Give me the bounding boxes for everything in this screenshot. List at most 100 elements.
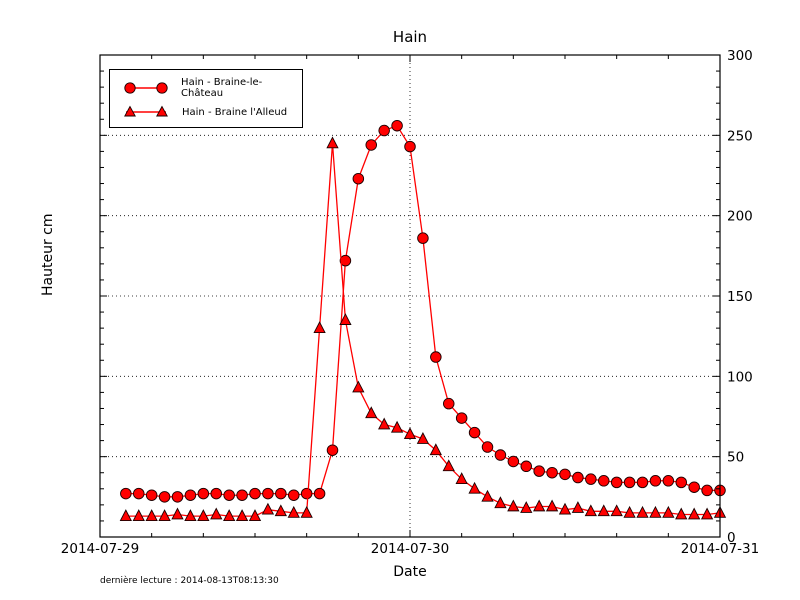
data-point-circle [288, 489, 300, 501]
data-point-triangle [675, 507, 688, 520]
data-point-triangle [326, 136, 339, 149]
data-point-circle [313, 487, 326, 500]
footnote: dernière lecture : 2014-08-13T08:13:30 d… [100, 555, 279, 600]
data-point-triangle [171, 507, 184, 520]
data-point-circle [572, 471, 584, 484]
data-point-circle [430, 351, 442, 363]
data-point-circle [481, 441, 494, 453]
data-point-circle [675, 476, 688, 489]
data-point-circle [494, 449, 507, 461]
y-tick-label: 50 [727, 450, 744, 466]
data-point-circle [184, 489, 197, 501]
data-point-circle [546, 466, 558, 479]
legend-entry-braine-l-alleud: Hain - Braine l'Alleud [110, 104, 302, 120]
data-point-circle [417, 232, 429, 244]
data-point-circle [623, 476, 636, 489]
y-tick-label: 0 [727, 530, 736, 546]
data-point-triangle [468, 481, 481, 494]
series-line-braine-l-alleud [125, 143, 721, 517]
data-point-triangle [352, 380, 365, 393]
data-point-triangle [184, 509, 197, 521]
data-point-circle [132, 487, 145, 500]
data-point-circle [223, 489, 235, 501]
data-point-circle [378, 124, 390, 137]
data-point-triangle [455, 472, 468, 485]
data-point-triangle [636, 505, 649, 518]
data-point-circle [352, 172, 365, 185]
chart-title: Hain [392, 28, 428, 46]
data-point-circle [688, 481, 700, 493]
data-point-circle [649, 475, 662, 487]
data-point-triangle [235, 509, 249, 521]
data-point-triangle [558, 502, 572, 515]
data-point-triangle [261, 502, 275, 515]
y-tick-label: 200 [727, 209, 753, 225]
legend-label-braine-le-chateau: Hain - Braine-le-Château [181, 77, 263, 99]
footnote-last-reading: dernière lecture : 2014-08-13T08:13:30 [100, 576, 279, 586]
data-point-circle [339, 254, 352, 267]
data-point-triangle [248, 509, 262, 521]
x-tick-label: 2014-07-30 [371, 541, 449, 557]
data-point-circle [158, 491, 171, 503]
x-tick-label: 2014-07-31 [681, 541, 759, 557]
legend-label-braine-l-alleud: Hain - Braine l'Alleud [182, 106, 288, 118]
data-point-triangle [210, 507, 223, 520]
series-markers-braine-le-chateau [120, 119, 726, 503]
data-point-triangle [313, 321, 326, 333]
data-point-triangle [700, 507, 714, 520]
x-tick-label: 2014-07-29 [61, 541, 139, 557]
y-tick-label: 150 [727, 289, 753, 305]
data-point-triangle [287, 505, 300, 518]
legend-box: Hain - Braine-le-Château Hain - Braine l… [109, 69, 303, 128]
data-point-circle [404, 140, 416, 153]
data-point-circle [326, 444, 339, 456]
data-point-triangle [403, 427, 417, 440]
data-point-circle [120, 487, 132, 500]
data-point-triangle [223, 509, 236, 521]
data-point-circle [610, 476, 623, 489]
data-point-triangle [416, 432, 430, 444]
data-point-triangle [597, 504, 610, 517]
data-point-triangle [571, 501, 585, 513]
data-point-circle [249, 487, 261, 500]
data-point-triangle [300, 505, 313, 518]
data-point-circle [598, 475, 610, 487]
data-point-circle [171, 491, 184, 503]
data-point-triangle [507, 499, 520, 512]
data-point-circle [520, 460, 533, 473]
data-point-circle [701, 484, 713, 497]
data-point-triangle [662, 505, 675, 518]
data-point-triangle [119, 509, 132, 521]
y-tick-label: 250 [727, 128, 753, 144]
data-point-triangle [378, 417, 391, 430]
data-point-circle [636, 476, 649, 489]
x-axis-label: Date [393, 564, 427, 580]
data-point-circle [262, 487, 274, 500]
legend-circle-marker-icon [124, 82, 168, 94]
data-point-triangle [145, 509, 158, 521]
data-point-triangle [132, 509, 145, 521]
data-point-circle [236, 489, 248, 501]
series-markers-braine-l-alleud [119, 136, 727, 521]
data-point-triangle [429, 443, 442, 456]
data-point-triangle [390, 420, 404, 433]
data-point-triangle [649, 505, 662, 518]
y-tick-label: 300 [727, 48, 753, 64]
data-point-circle [468, 426, 481, 439]
data-point-triangle [339, 313, 352, 325]
legend-entry-braine-le-chateau: Hain - Braine-le-Château [110, 77, 302, 99]
data-point-triangle [533, 499, 546, 512]
data-point-triangle [520, 501, 533, 513]
data-point-circle [455, 412, 468, 424]
data-point-triangle [365, 406, 378, 419]
y-tick-label: 100 [727, 369, 753, 385]
axis-ticks [99, 54, 721, 538]
data-point-circle [533, 465, 545, 477]
data-point-triangle [197, 509, 210, 521]
data-point-circle [300, 487, 313, 500]
data-point-circle [507, 455, 520, 468]
data-point-triangle [494, 496, 507, 509]
data-point-circle [443, 397, 455, 410]
